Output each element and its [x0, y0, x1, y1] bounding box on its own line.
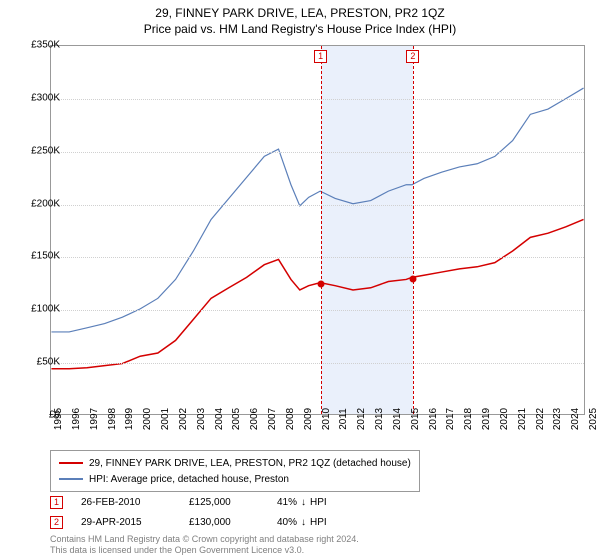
legend-swatch [59, 478, 83, 480]
sale-row-diff: 40% ↓ HPI [277, 517, 327, 528]
chart-subtitle: Price paid vs. HM Land Registry's House … [0, 22, 600, 36]
legend-item: 29, FINNEY PARK DRIVE, LEA, PRESTON, PR2… [59, 455, 411, 471]
footer-line-1: Contains HM Land Registry data © Crown c… [50, 534, 359, 545]
x-axis-label: 2012 [356, 408, 367, 430]
gridline [51, 363, 584, 364]
sale-row-marker: 2 [50, 516, 63, 529]
x-axis-label: 1995 [53, 408, 64, 430]
y-axis-label: £300K [12, 92, 60, 103]
gridline [51, 310, 584, 311]
gridline [51, 99, 584, 100]
x-axis-label: 2003 [196, 408, 207, 430]
sale-row-price: £130,000 [189, 517, 259, 528]
sale-row-date: 26-FEB-2010 [81, 497, 171, 508]
x-axis-label: 2013 [374, 408, 385, 430]
chart-series-svg [51, 46, 584, 414]
sale-row-diff-pct: 40% [277, 517, 297, 528]
gridline [51, 205, 584, 206]
y-axis-label: £100K [12, 304, 60, 315]
x-axis-label: 2000 [142, 408, 153, 430]
series-hpi [51, 88, 583, 332]
x-axis-label: 1999 [124, 408, 135, 430]
sale-marker-dot [318, 280, 325, 287]
sale-row-price: £125,000 [189, 497, 259, 508]
gridline [51, 152, 584, 153]
sale-marker-line [321, 46, 322, 414]
y-axis-label: £350K [12, 40, 60, 51]
x-axis-label: 2025 [588, 408, 599, 430]
legend-swatch [59, 462, 83, 464]
series-property [51, 219, 583, 368]
x-axis-label: 2008 [285, 408, 296, 430]
sale-row-diff-suffix: HPI [310, 517, 327, 528]
x-axis-label: 2010 [321, 408, 332, 430]
x-axis-label: 2018 [463, 408, 474, 430]
sale-row: 1 26-FEB-2010 £125,000 41% ↓ HPI [50, 492, 327, 512]
sale-row-marker: 1 [50, 496, 63, 509]
footer-attribution: Contains HM Land Registry data © Crown c… [50, 534, 359, 557]
chart-plot-area: 12 [50, 45, 585, 415]
x-axis-label: 2006 [249, 408, 260, 430]
x-axis-label: 2024 [570, 408, 581, 430]
legend-label: HPI: Average price, detached house, Pres… [89, 474, 289, 485]
x-axis-label: 2002 [178, 408, 189, 430]
arrow-down-icon: ↓ [301, 517, 306, 528]
sale-row-diff: 41% ↓ HPI [277, 497, 327, 508]
x-axis-label: 2017 [445, 408, 456, 430]
legend-box: 29, FINNEY PARK DRIVE, LEA, PRESTON, PR2… [50, 450, 420, 492]
sale-row-diff-pct: 41% [277, 497, 297, 508]
sale-marker-line [413, 46, 414, 414]
footer-line-2: This data is licensed under the Open Gov… [50, 545, 359, 556]
x-axis-label: 2007 [267, 408, 278, 430]
sale-row-diff-suffix: HPI [310, 497, 327, 508]
x-axis-label: 2005 [231, 408, 242, 430]
sale-row: 2 29-APR-2015 £130,000 40% ↓ HPI [50, 512, 327, 532]
x-axis-label: 2009 [303, 408, 314, 430]
gridline [51, 257, 584, 258]
sale-marker-box: 2 [406, 50, 419, 63]
y-axis-label: £200K [12, 198, 60, 209]
x-axis-label: 2021 [517, 408, 528, 430]
x-axis-label: 2016 [428, 408, 439, 430]
x-axis-label: 2011 [338, 408, 349, 430]
y-axis-label: £150K [12, 251, 60, 262]
x-axis-label: 2022 [535, 408, 546, 430]
arrow-down-icon: ↓ [301, 497, 306, 508]
sale-marker-box: 1 [314, 50, 327, 63]
y-axis-label: £250K [12, 145, 60, 156]
x-axis-label: 2001 [160, 408, 171, 430]
x-axis-label: 2019 [481, 408, 492, 430]
x-axis-label: 1996 [71, 408, 82, 430]
y-axis-label: £50K [12, 357, 60, 368]
sale-marker-dot [410, 275, 417, 282]
sale-row-date: 29-APR-2015 [81, 517, 171, 528]
sale-rows: 1 26-FEB-2010 £125,000 41% ↓ HPI 2 29-APR-2015 £… [50, 492, 327, 532]
legend-label: 29, FINNEY PARK DRIVE, LEA, PRESTON, PR2… [89, 458, 411, 469]
x-axis-label: 1998 [107, 408, 118, 430]
x-axis-label: 1997 [89, 408, 100, 430]
chart-title: 29, FINNEY PARK DRIVE, LEA, PRESTON, PR2… [0, 6, 600, 20]
legend-item: HPI: Average price, detached house, Pres… [59, 471, 411, 487]
x-axis-label: 2023 [552, 408, 563, 430]
x-axis-label: 2014 [392, 408, 403, 430]
x-axis-label: 2004 [214, 408, 225, 430]
x-axis-label: 2020 [499, 408, 510, 430]
x-axis-label: 2015 [410, 408, 421, 430]
